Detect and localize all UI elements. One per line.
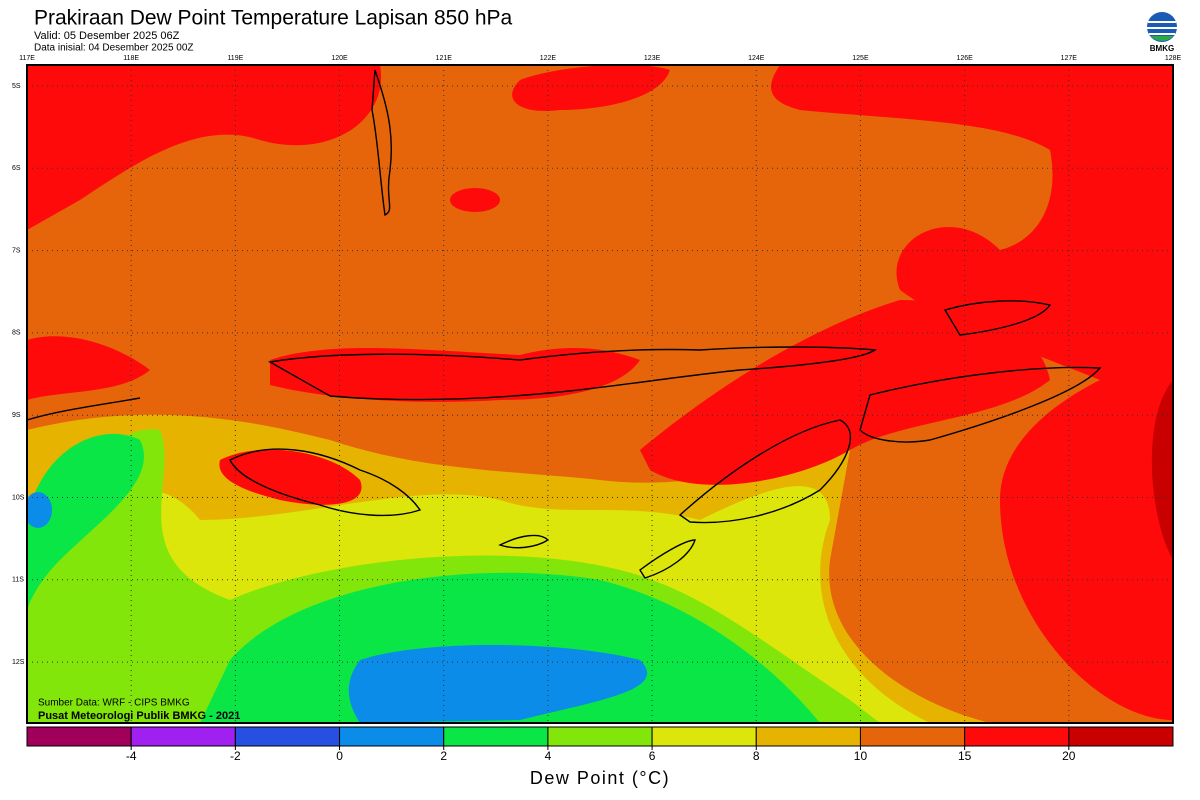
colorbar-segment bbox=[964, 726, 1070, 747]
colorbar-tick-label: 6 bbox=[649, 749, 656, 763]
credit-note: Pusat Meteorologi Publik BMKG - 2021 bbox=[38, 710, 240, 722]
colorbar-segment bbox=[130, 726, 236, 747]
map-frame bbox=[26, 64, 1174, 724]
dew-point-field: Sumber Data: WRF - CIPS BMKG Pusat Meteo… bbox=[27, 65, 1173, 723]
lon-label: 118E bbox=[123, 55, 139, 62]
colorbar-segment bbox=[339, 726, 445, 747]
title: Prakiraan Dew Point Temperature Lapisan … bbox=[34, 7, 513, 30]
lon-label: 117E bbox=[19, 55, 35, 62]
colorbar-tick-label: 15 bbox=[958, 749, 972, 763]
lon-label: 127E bbox=[1061, 55, 1078, 62]
colorbar-label: Dew Point (°C) bbox=[530, 768, 670, 788]
lat-label: 10S bbox=[12, 494, 25, 501]
lon-label: 119E bbox=[227, 55, 243, 62]
colorbar-tick-label: 0 bbox=[336, 749, 343, 763]
colorbar-tick-label: 20 bbox=[1062, 749, 1076, 763]
lon-label: 120E bbox=[331, 55, 348, 62]
colorbar-segment bbox=[26, 726, 132, 747]
lat-label: 6S bbox=[12, 165, 21, 172]
lat-label: 12S bbox=[12, 659, 25, 666]
valid-time: Valid: 05 Desember 2025 06Z bbox=[34, 30, 180, 42]
colorbar-segment bbox=[234, 726, 341, 747]
colorbar-segment bbox=[1068, 726, 1174, 747]
lon-label: 123E bbox=[644, 55, 661, 62]
colorbar-tick-label: 4 bbox=[545, 749, 552, 763]
source-note: Sumber Data: WRF - CIPS BMKG bbox=[38, 698, 190, 709]
lon-label: 128E bbox=[1165, 55, 1182, 62]
lon-label: 124E bbox=[748, 55, 765, 62]
lat-label: 7S bbox=[12, 247, 21, 254]
colorbar-tick-label: -4 bbox=[126, 749, 137, 763]
colorbar-segment bbox=[651, 726, 757, 747]
colorbar-tick-label: 2 bbox=[440, 749, 447, 763]
lon-label: 125E bbox=[852, 55, 869, 62]
colorbar-segment bbox=[443, 726, 549, 747]
lon-label: 126E bbox=[956, 55, 973, 62]
colorbar-tick-label: 8 bbox=[753, 749, 760, 763]
lat-label: 9S bbox=[12, 412, 21, 419]
colorbar-segment bbox=[755, 726, 861, 747]
colorbar-segment bbox=[547, 726, 653, 747]
logo-label: BMKG bbox=[1150, 44, 1174, 53]
init-time: Data inisial: 04 Desember 2025 00Z bbox=[34, 43, 194, 54]
colorbar-tick-label: 10 bbox=[854, 749, 868, 763]
lat-label: 8S bbox=[12, 330, 21, 337]
logo: BMKG bbox=[1147, 12, 1177, 53]
lat-label: 11S bbox=[12, 577, 24, 584]
lat-label: 5S bbox=[12, 83, 21, 90]
lon-label: 121E bbox=[436, 55, 453, 62]
colorbar-segment bbox=[859, 726, 966, 747]
colorbar-tick-label: -2 bbox=[230, 749, 241, 763]
lon-label: 122E bbox=[540, 55, 557, 62]
